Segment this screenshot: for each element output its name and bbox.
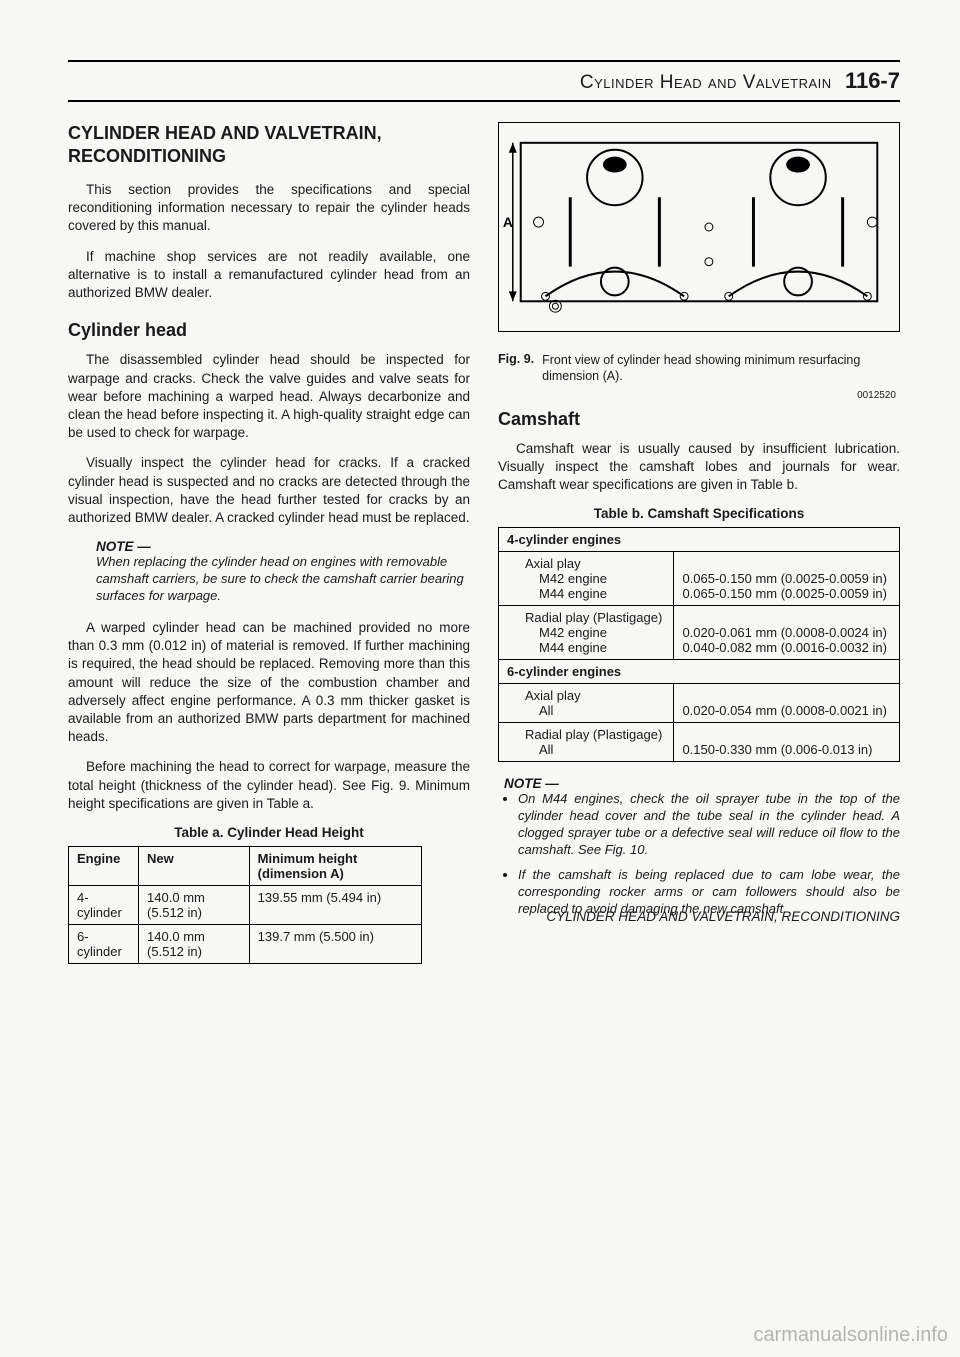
table-row: 6-cylinder 140.0 mm (5.512 in) 139.7 mm … — [69, 925, 422, 964]
table-a-col0: Engine — [69, 847, 139, 886]
cell: 140.0 mm (5.512 in) — [139, 925, 250, 964]
two-column-layout: CYLINDER HEAD AND VALVETRAIN, RECONDITIO… — [68, 122, 900, 964]
table-row-section: 4-cylinder engines — [499, 528, 900, 552]
watermark: carmanualsonline.info — [753, 1324, 948, 1347]
figure-9-wrap: A — [498, 122, 900, 385]
table-row: Axial playM42 engineM44 engine 0.065-0.1… — [499, 552, 900, 606]
cell: 0.020-0.054 mm (0.0008-0.0021 in) — [674, 684, 900, 723]
cell: Axial playM42 engineM44 engine — [499, 552, 674, 606]
figure-9-box: A — [498, 122, 900, 332]
cell: 139.55 mm (5.494 in) — [249, 886, 421, 925]
note-item: On M44 engines, check the oil sprayer tu… — [518, 791, 900, 859]
cylhead-para-3: A warped cylinder head can be machined p… — [68, 619, 470, 747]
cell: 0.020-0.061 mm (0.0008-0.0024 in)0.040-0… — [674, 606, 900, 660]
table-a-title: Table a. Cylinder Head Height — [68, 825, 470, 840]
cell: 4-cylinder engines — [499, 528, 900, 552]
cylhead-para-2: Visually inspect the cylinder head for c… — [68, 454, 470, 527]
main-heading: CYLINDER HEAD AND VALVETRAIN, RECONDITIO… — [68, 122, 470, 167]
note-block-2: NOTE — On M44 engines, check the oil spr… — [498, 776, 900, 917]
heading-line1: CYLINDER HEAD AND VALVETRAIN, — [68, 123, 382, 143]
note-text: When replacing the cylinder head on engi… — [96, 554, 470, 605]
camshaft-para-1: Camshaft wear is usually caused by insuf… — [498, 440, 900, 495]
cell: 140.0 mm (5.512 in) — [139, 886, 250, 925]
cell: 139.7 mm (5.500 in) — [249, 925, 421, 964]
table-b: 4-cylinder enginesAxial playM42 engineM4… — [498, 527, 900, 762]
table-b-title: Table b. Camshaft Specifications — [498, 506, 900, 521]
dimension-a-label: A — [503, 214, 513, 230]
table-row: Radial play (Plastigage)M42 engineM44 en… — [499, 606, 900, 660]
section-title: Cylinder Head and Valvetrain — [580, 72, 832, 93]
cell: 0.065-0.150 mm (0.0025-0.0059 in)0.065-0… — [674, 552, 900, 606]
page-number: 116-7 — [845, 68, 900, 93]
table-a-col1: New — [139, 847, 250, 886]
figure-id: 0012520 — [857, 390, 896, 401]
table-a: Engine New Minimum height (dimension A) … — [68, 846, 422, 964]
figure-caption: Fig. 9. Front view of cylinder head show… — [498, 352, 900, 385]
cylinder-head-diagram: A — [499, 123, 899, 331]
note-block-1: NOTE — When replacing the cylinder head … — [68, 539, 470, 605]
cell: 4-cylinder — [69, 886, 139, 925]
camshaft-heading: Camshaft — [498, 409, 900, 430]
table-row: Axial playAll 0.020-0.054 mm (0.0008-0.0… — [499, 684, 900, 723]
heading-line2: RECONDITIONING — [68, 146, 226, 166]
note-label: NOTE — — [96, 539, 470, 554]
table-row: Radial play (Plastigage)All 0.150-0.330 … — [499, 723, 900, 762]
table-a-col2: Minimum height (dimension A) — [249, 847, 421, 886]
table-row: 4-cylinder 140.0 mm (5.512 in) 139.55 mm… — [69, 886, 422, 925]
page: Cylinder Head and Valvetrain 116-7 CYLIN… — [0, 0, 960, 1004]
cell: Radial play (Plastigage)All — [499, 723, 674, 762]
note-list: On M44 engines, check the oil sprayer tu… — [504, 791, 900, 917]
cylinder-head-heading: Cylinder head — [68, 320, 470, 341]
cell: Radial play (Plastigage)M42 engineM44 en… — [499, 606, 674, 660]
cylhead-para-4: Before machining the head to correct for… — [68, 758, 470, 813]
cell: 6-cylinder — [69, 925, 139, 964]
figure-caption-text: Front view of cylinder head showing mini… — [542, 352, 900, 385]
cylhead-para-1: The disassembled cylinder head should be… — [68, 351, 470, 442]
intro-para-1: This section provides the specifications… — [68, 181, 470, 236]
right-column: A — [498, 122, 900, 964]
figure-label: Fig. 9. — [498, 352, 534, 385]
note-label: NOTE — — [504, 776, 900, 791]
left-column: CYLINDER HEAD AND VALVETRAIN, RECONDITIO… — [68, 122, 470, 964]
cell: 6-cylinder engines — [499, 660, 900, 684]
cell: 0.150-0.330 mm (0.006-0.013 in) — [674, 723, 900, 762]
running-head: Cylinder Head and Valvetrain 116-7 — [68, 68, 900, 102]
table-a-header-row: Engine New Minimum height (dimension A) — [69, 847, 422, 886]
intro-para-2: If machine shop services are not readily… — [68, 248, 470, 303]
footer-section-label: CYLINDER HEAD AND VALVETRAIN, RECONDITIO… — [546, 909, 900, 924]
cell: Axial playAll — [499, 684, 674, 723]
table-row-section: 6-cylinder engines — [499, 660, 900, 684]
top-rule — [68, 60, 900, 62]
